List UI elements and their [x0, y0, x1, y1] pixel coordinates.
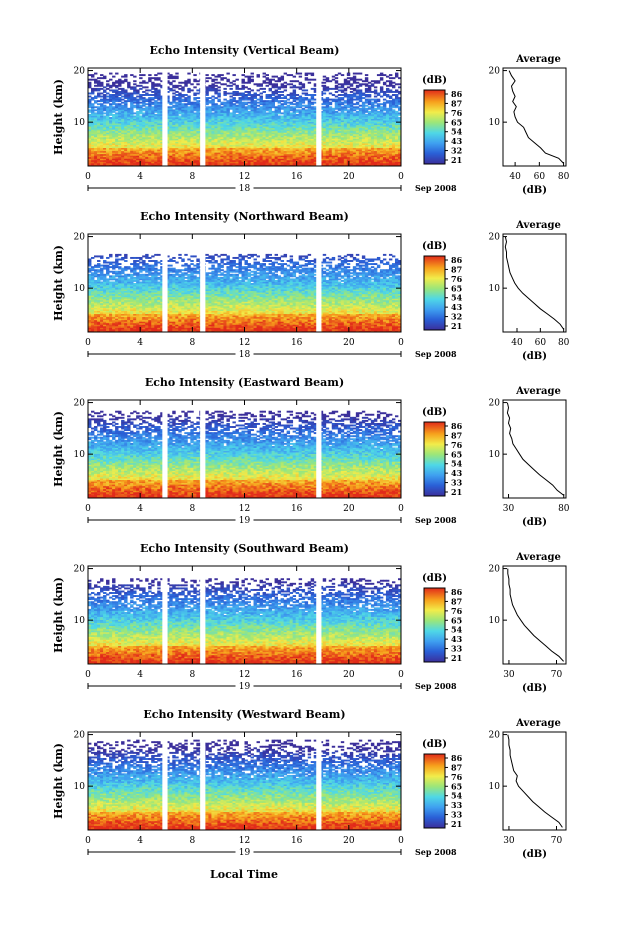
heatmap-cell [278, 115, 281, 117]
heatmap-cell [139, 115, 142, 117]
heatmap-cell [103, 115, 106, 117]
chart-panel: Echo Intensity (Vertical Beam)2010Height… [52, 44, 570, 196]
heatmap-cell [178, 115, 181, 117]
heatmap-cell [133, 115, 136, 117]
panels-group: Echo Intensity (Vertical Beam)2010Height… [52, 44, 570, 860]
heatmap-cell [281, 115, 284, 117]
heatmap-cell [109, 117, 112, 119]
heatmap-cells [88, 73, 401, 167]
chart-title: Echo Intensity (Vertical Beam) [149, 44, 339, 57]
